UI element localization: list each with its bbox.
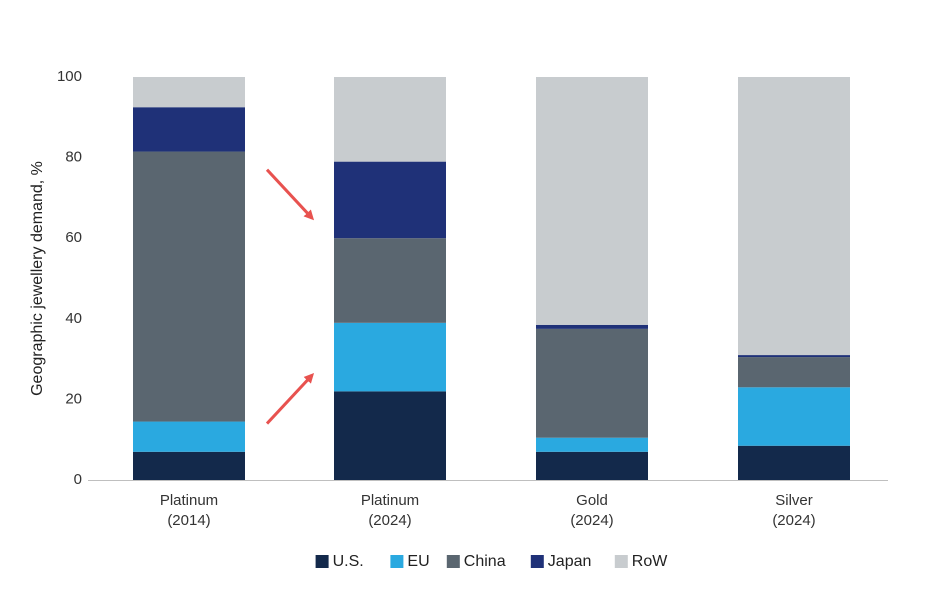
legend-item-us: U.S. xyxy=(315,553,364,570)
y-tick-label: 40 xyxy=(65,310,82,327)
bar-segment-china-2 xyxy=(536,328,648,438)
legend-item-eu: EU xyxy=(390,553,430,570)
legend-item-row: RoW xyxy=(614,553,668,570)
legend-label: RoW xyxy=(632,553,668,570)
bar-segment-china-3 xyxy=(738,357,850,388)
annotations xyxy=(265,168,315,425)
y-tick-label: 60 xyxy=(65,229,82,246)
bar-segment-eu-0 xyxy=(133,421,245,452)
y-tick-label: 0 xyxy=(74,471,82,488)
legend: U.S. EU China Japan RoW xyxy=(315,553,668,570)
bars xyxy=(133,77,850,480)
bar-segment-eu-2 xyxy=(536,437,648,452)
bar-segment-row-2 xyxy=(536,77,648,325)
bar-segment-china-1 xyxy=(334,238,446,323)
legend-swatch xyxy=(315,555,329,568)
bar-segment-japan-3 xyxy=(738,355,850,358)
y-axis-title-group: Geographic jewellery demand, % xyxy=(29,161,46,396)
bar-segment-japan-1 xyxy=(334,161,446,239)
legend-swatch xyxy=(530,555,544,568)
y-tick-label: 80 xyxy=(65,149,82,166)
bar-segment-row-1 xyxy=(334,77,446,162)
legend-label: Japan xyxy=(548,553,592,570)
legend-swatch xyxy=(390,555,404,568)
annotation-arrow-up-right xyxy=(265,373,315,425)
bar-segment-us-0 xyxy=(133,451,245,480)
bar-segment-us-3 xyxy=(738,445,850,480)
bar-segment-row-3 xyxy=(738,77,850,356)
x-tick-label: Platinum (2014) xyxy=(160,492,218,529)
bar-segment-us-2 xyxy=(536,451,648,480)
x-axis: Platinum (2014) Platinum (2024) Gold (2024) Si… xyxy=(88,480,888,529)
bar-segment-china-0 xyxy=(133,151,245,422)
bar-segment-us-1 xyxy=(334,391,446,480)
legend-label: U.S. xyxy=(333,553,364,570)
y-axis-title: Geographic jewellery demand, % xyxy=(29,161,46,396)
legend-item-china: China xyxy=(446,553,506,570)
legend-label: China xyxy=(464,553,506,570)
x-tick-label: Silver (2024) xyxy=(772,492,815,529)
bar-segment-row-0 xyxy=(133,77,245,108)
x-tick-label: Platinum (2024) xyxy=(361,492,419,529)
x-tick-label: Gold (2024) xyxy=(570,492,613,529)
legend-swatch xyxy=(614,555,628,568)
bar-segment-eu-1 xyxy=(334,322,446,392)
y-tick-label: 100 xyxy=(57,68,82,85)
legend-label: EU xyxy=(407,553,429,570)
bar-segment-japan-2 xyxy=(536,324,648,329)
legend-item-japan: Japan xyxy=(530,553,592,570)
bar-segment-japan-0 xyxy=(133,107,245,152)
y-axis: 0 20 40 60 80 100 xyxy=(57,68,82,488)
legend-swatch xyxy=(446,555,460,568)
y-tick-label: 20 xyxy=(65,390,82,407)
annotation-arrow-down-right xyxy=(265,168,315,221)
bar-segment-eu-3 xyxy=(738,387,850,446)
